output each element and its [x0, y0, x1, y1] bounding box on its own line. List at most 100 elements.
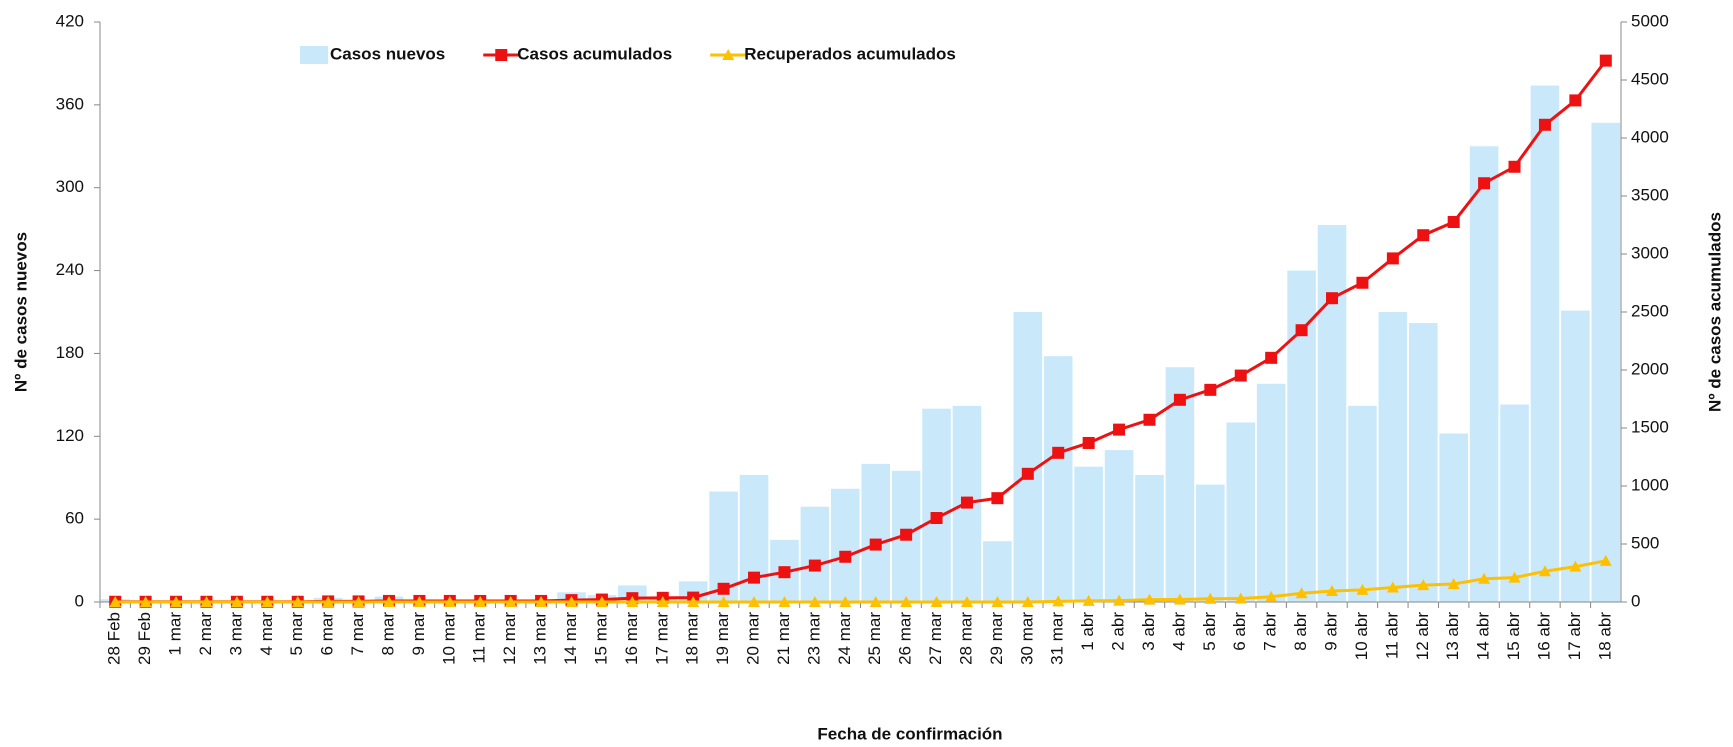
x-tick-label: 2 abr — [1109, 612, 1128, 651]
marker — [930, 596, 943, 607]
x-tick-label: 5 abr — [1200, 612, 1219, 651]
marker — [1417, 579, 1430, 591]
marker — [1113, 423, 1126, 436]
bar — [1378, 312, 1408, 602]
marker — [748, 596, 761, 607]
marker — [808, 596, 821, 607]
x-tick-label: 13 abr — [1443, 612, 1462, 661]
x-tick-label: 25 mar — [865, 612, 884, 665]
y2-tick-label: 4500 — [1631, 69, 1669, 88]
y2-tick-label: 3500 — [1631, 185, 1669, 204]
y2-axis-title: Nº de casos acumulados — [1705, 212, 1724, 412]
marker — [1478, 177, 1491, 190]
marker — [1295, 324, 1308, 337]
marker — [413, 596, 426, 607]
bar — [1317, 225, 1347, 602]
marker — [322, 596, 335, 607]
line — [115, 559, 1607, 604]
marker — [1021, 467, 1034, 480]
x-tick-label: 29 mar — [987, 612, 1006, 665]
x-tick-label: 28 mar — [956, 612, 975, 665]
y2-tick-label: 5000 — [1631, 11, 1669, 30]
marker — [687, 596, 700, 607]
marker — [565, 596, 578, 607]
bar — [1013, 312, 1043, 602]
marker — [960, 596, 973, 607]
marker — [1173, 393, 1186, 406]
y2-tick-label: 1500 — [1631, 417, 1669, 436]
x-tick-label: 24 mar — [835, 612, 854, 665]
marker — [930, 512, 943, 525]
x-tick-label: 17 abr — [1565, 612, 1584, 661]
x-tick-label: 6 abr — [1230, 612, 1249, 651]
marker — [656, 596, 669, 607]
x-tick-label: 5 mar — [287, 612, 306, 656]
marker — [839, 596, 852, 607]
x-tick-label: 15 abr — [1504, 612, 1523, 661]
bar — [1256, 383, 1286, 602]
x-tick-label: 21 mar — [774, 612, 793, 665]
marker — [1478, 572, 1491, 584]
x-tick-label: 7 mar — [348, 612, 367, 656]
marker — [1113, 594, 1126, 606]
bar — [800, 506, 830, 602]
marker — [1538, 118, 1551, 131]
marker — [230, 596, 243, 607]
marker — [382, 596, 395, 607]
marker — [1599, 54, 1612, 67]
bar — [1439, 433, 1468, 602]
marker — [1508, 160, 1521, 173]
marker — [1173, 593, 1186, 605]
x-tick-label: 18 abr — [1595, 612, 1614, 661]
marker — [1326, 292, 1339, 305]
y2-tick-label: 1000 — [1631, 475, 1669, 494]
y-axis-title: Nº de casos nuevos — [11, 232, 30, 392]
bar — [861, 463, 891, 602]
marker — [1265, 590, 1278, 602]
x-tick-label: 17 mar — [652, 612, 671, 665]
marker — [1234, 592, 1247, 604]
marker — [778, 596, 791, 607]
bar — [1591, 122, 1621, 603]
bar — [1043, 356, 1073, 602]
marker — [1569, 94, 1582, 107]
marker — [991, 596, 1004, 607]
x-tick-label: 1 abr — [1078, 612, 1097, 651]
x-tick-label: 12 abr — [1413, 612, 1432, 661]
marker — [1143, 593, 1156, 605]
y-tick-label: 60 — [65, 509, 84, 528]
x-tick-label: 20 mar — [744, 612, 763, 665]
marker — [1508, 571, 1521, 583]
marker — [1204, 592, 1217, 604]
marker — [1082, 594, 1095, 606]
marker — [139, 596, 152, 607]
marker — [1356, 276, 1369, 289]
bar — [1135, 474, 1164, 602]
marker — [1052, 446, 1065, 459]
x-tick-label: 16 mar — [622, 612, 641, 665]
x-tick-label: 31 mar — [1048, 612, 1067, 665]
marker — [717, 596, 730, 607]
y-tick-label: 0 — [75, 591, 84, 610]
y-tick-label: 300 — [56, 177, 84, 196]
x-tick-label: 10 mar — [439, 612, 458, 665]
bar — [1469, 146, 1499, 603]
y2-tick-label: 3000 — [1631, 243, 1669, 262]
x-tick-label: 13 mar — [531, 612, 550, 665]
x-tick-label: 10 abr — [1352, 612, 1371, 661]
marker — [626, 596, 639, 607]
y-tick-label: 240 — [56, 260, 84, 279]
x-tick-label: 6 mar — [318, 612, 337, 656]
marker — [808, 559, 821, 572]
y-tick-label: 120 — [56, 426, 84, 445]
x-tick-label: 14 mar — [561, 612, 580, 665]
bar — [922, 408, 951, 602]
y-tick-label: 360 — [56, 94, 84, 113]
marker — [1599, 554, 1612, 566]
marker — [443, 596, 456, 607]
marker — [1265, 351, 1278, 364]
x-tick-label: 29 Feb — [135, 612, 154, 665]
x-tick-label: 2 mar — [196, 612, 215, 656]
x-tick-label: 4 abr — [1169, 612, 1188, 651]
marker — [200, 596, 213, 607]
